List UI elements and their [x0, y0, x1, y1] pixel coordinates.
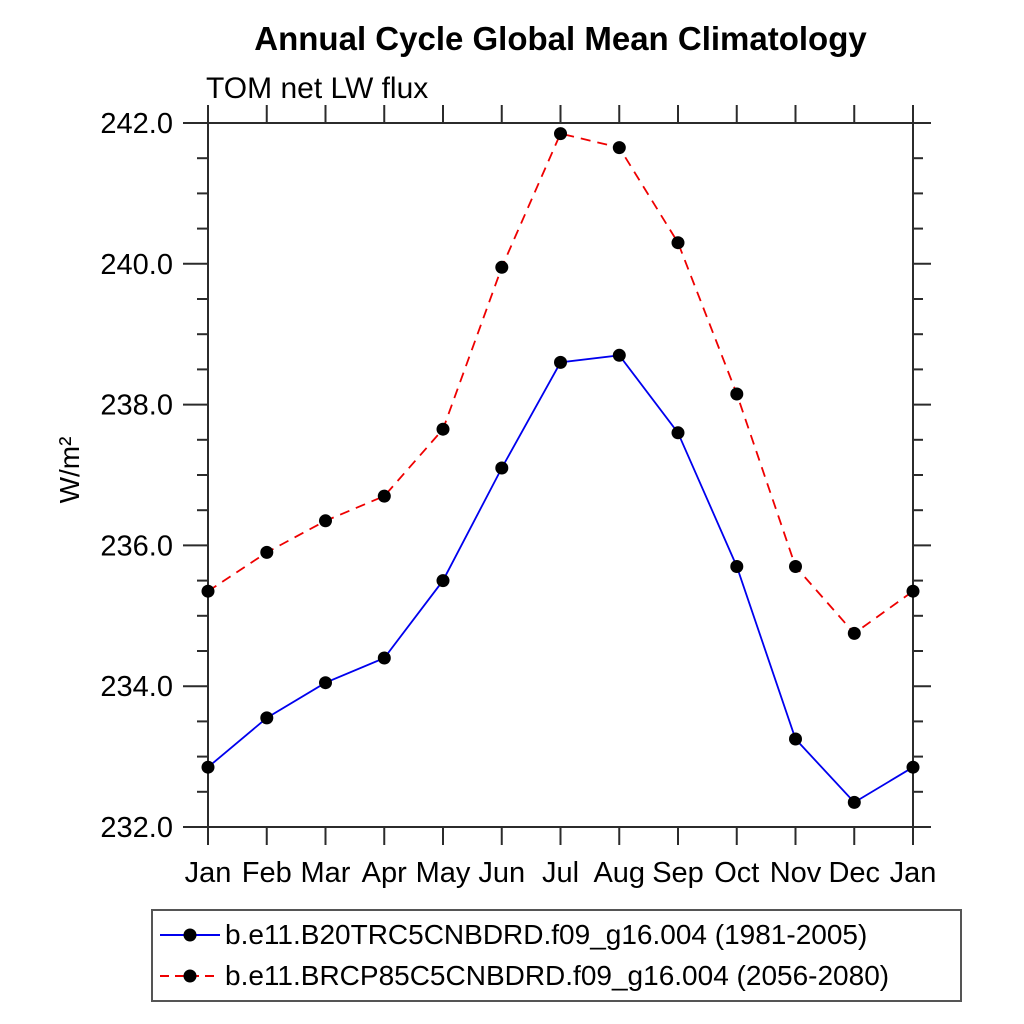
series-0-marker: [906, 760, 920, 774]
series-0-marker: [436, 574, 450, 588]
series-1-marker: [906, 584, 920, 598]
y-tick-label: 240.0: [100, 249, 173, 281]
plot-border: [207, 122, 914, 828]
legend-item: b.e11.B20TRC5CNBDRD.f09_g16.004 (1981-20…: [159, 918, 960, 952]
series-1-marker: [319, 514, 332, 528]
legend-marker-icon: [183, 969, 197, 983]
x-tick-label: Aug: [593, 857, 645, 889]
x-tick-label: Apr: [362, 857, 407, 889]
x-tick-label: Jun: [478, 857, 525, 889]
series-1-marker: [789, 560, 802, 573]
series-1-marker: [436, 422, 450, 436]
series-0-marker: [847, 795, 861, 809]
series-0-marker: [260, 711, 274, 725]
series-1-marker: [847, 626, 861, 640]
series-1-marker: [612, 141, 626, 155]
chart-subtitle: TOM net LW flux: [206, 72, 429, 105]
chart-title: Annual Cycle Global Mean Climatology: [254, 20, 867, 57]
y-tick-label: 236.0: [100, 530, 173, 562]
x-tick-label: Mar: [301, 857, 351, 889]
series-0-marker: [730, 560, 744, 573]
x-tick-label: Oct: [714, 857, 759, 889]
series-0-marker: [377, 651, 391, 665]
y-tick-label: 242.0: [100, 108, 173, 140]
series-0-marker: [319, 676, 332, 690]
series-1-marker: [495, 260, 509, 274]
x-tick-label: Jul: [542, 857, 579, 889]
y-tick-label: 238.0: [100, 390, 173, 422]
series-0-marker: [554, 355, 567, 369]
series-0-marker: [671, 426, 685, 440]
y-tick-label: 234.0: [100, 671, 173, 703]
x-tick-label: Jan: [890, 857, 937, 889]
y-tick-label: 232.0: [100, 812, 173, 844]
x-tick-label: May: [416, 857, 471, 889]
x-tick-label: Dec: [828, 857, 880, 889]
x-tick-label: Sep: [652, 857, 704, 889]
legend: b.e11.B20TRC5CNBDRD.f09_g16.004 (1981-20…: [151, 909, 962, 1002]
series-1-marker: [260, 545, 274, 559]
x-tick-label: Feb: [242, 857, 292, 889]
legend-line-sample-dashed: [160, 969, 220, 983]
series-0-marker: [789, 732, 802, 746]
series-1-marker: [730, 387, 744, 401]
series-1-marker: [671, 236, 685, 250]
x-tick-label: Jan: [185, 857, 232, 889]
legend-label: b.e11.B20TRC5CNBDRD.f09_g16.004 (1981-20…: [225, 919, 868, 950]
series-0-marker: [612, 348, 626, 362]
legend-item: b.e11.BRCP85C5CNBDRD.f09_g16.004 (2056-2…: [159, 959, 960, 993]
series-0-marker: [495, 461, 509, 475]
legend-label: b.e11.BRCP85C5CNBDRD.f09_g16.004 (2056-2…: [225, 960, 890, 991]
series-1-marker: [554, 127, 567, 141]
legend-marker-icon: [183, 928, 197, 942]
legend-line-sample-solid: [160, 928, 220, 942]
series-line-1: [207, 132, 914, 635]
series-0-marker: [201, 760, 215, 774]
series-1-marker: [201, 584, 215, 598]
series-1-marker: [377, 489, 391, 503]
x-tick-label: Nov: [770, 857, 822, 889]
